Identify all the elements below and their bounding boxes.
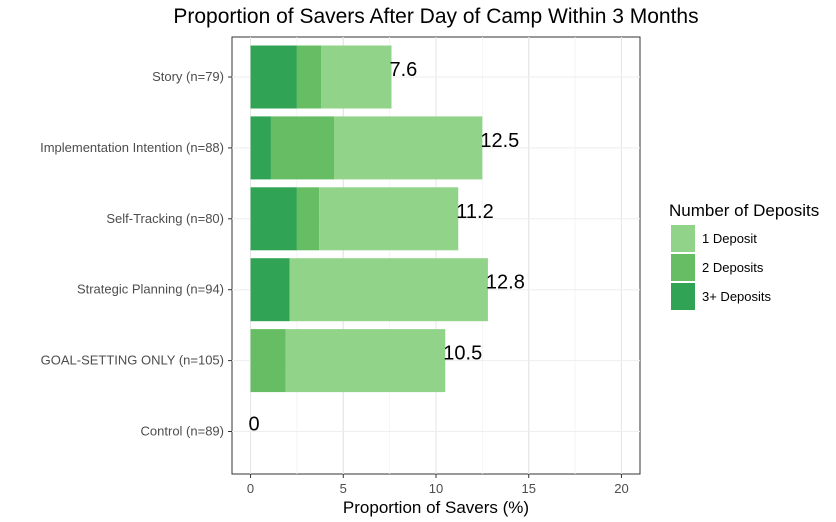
y-tick-label: Implementation Intention (n=88) [40, 140, 224, 155]
y-tick-label: Strategic Planning (n=94) [77, 282, 224, 297]
y-tick-label: GOAL-SETTING ONLY (n=105) [41, 353, 224, 368]
bar-segment [321, 45, 392, 109]
legend-label: 3+ Deposits [702, 289, 772, 304]
bar-segment [250, 187, 297, 251]
bar-segment [270, 116, 334, 180]
bar-total-label: 12.5 [480, 130, 519, 152]
bar-segment [334, 116, 483, 180]
x-axis: 0 5 10 15 20 [247, 474, 629, 496]
y-tick-label: Self-Tracking (n=80) [106, 211, 224, 226]
x-tick-label: 5 [340, 481, 347, 496]
bar-total-label: 0 [249, 414, 260, 436]
bar-segment [250, 258, 290, 322]
x-axis-title: Proportion of Savers (%) [343, 498, 529, 517]
bar-segment [250, 116, 271, 180]
legend-swatch [671, 283, 695, 310]
legend-label: 2 Deposits [702, 260, 764, 275]
legend-swatch [671, 254, 695, 281]
y-tick-label: Control (n=89) [141, 424, 224, 439]
bar-total-label: 11.2 [456, 201, 493, 223]
legend-title: Number of Deposits [669, 201, 819, 220]
bar-total-label: 10.5 [443, 343, 482, 365]
value-labels: 7.6 12.5 11.2 12.8 10.5 0 [249, 59, 525, 436]
x-tick-label: 10 [429, 481, 443, 496]
bars [250, 45, 488, 393]
x-tick-label: 15 [521, 481, 535, 496]
bar-segment [285, 329, 446, 393]
bar-total-label: 12.8 [486, 272, 525, 294]
x-tick-label: 0 [247, 481, 254, 496]
y-tick-label: Story (n=79) [152, 69, 224, 84]
bar-segment [250, 329, 286, 393]
y-axis: Story (n=79) Implementation Intention (n=… [40, 69, 232, 439]
legend-swatch [671, 225, 695, 252]
legend: Number of Deposits 1 Deposit 2 Deposits 3+… [669, 201, 819, 310]
chart-title: Proportion of Savers After Day of Camp W… [173, 5, 698, 28]
bar-segment [296, 45, 322, 109]
bar-segment [250, 45, 297, 109]
x-tick-label: 20 [614, 481, 628, 496]
legend-label: 1 Deposit [702, 231, 757, 246]
bar-total-label: 7.6 [389, 59, 417, 81]
bar-segment [296, 187, 320, 251]
bar-segment [319, 187, 459, 251]
bar-segment [289, 258, 488, 322]
